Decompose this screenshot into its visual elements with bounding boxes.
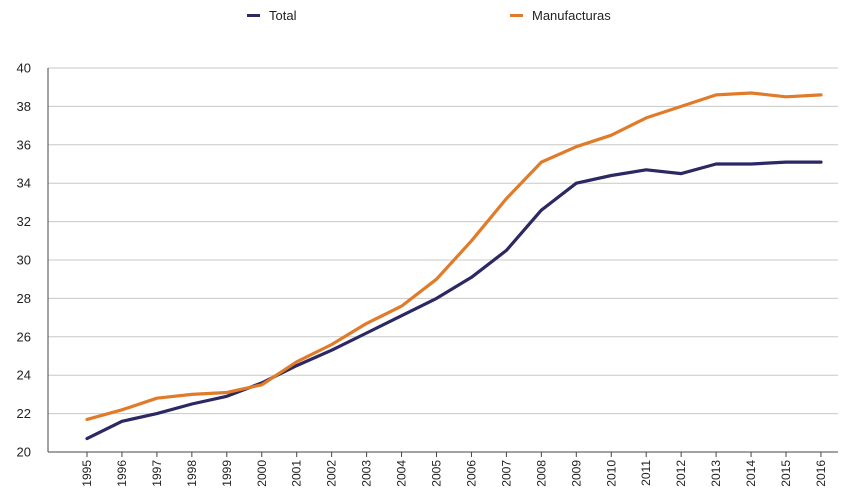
y-tick-label: 24 (17, 368, 31, 383)
y-axis-ticks: 20 22 24 26 28 30 32 34 36 38 40 (17, 61, 31, 460)
axes (47, 68, 838, 453)
legend-label-total: Total (269, 8, 297, 23)
legend-label-manufacturas: Manufacturas (532, 8, 611, 23)
y-tick-label: 40 (17, 61, 31, 76)
x-tick-label: 2005 (430, 460, 444, 487)
x-axis-ticks: 1995 1996 1997 1998 1999 2000 2001 2002 2003 2004… (80, 452, 828, 487)
legend-swatch-manufacturas (510, 14, 523, 17)
series-line-manufacturas (85, 91, 823, 421)
x-tick-label: 2011 (639, 460, 653, 486)
x-tick-label: 1996 (115, 460, 129, 487)
x-tick-label: 2007 (499, 460, 513, 487)
x-tick-label: 2002 (325, 460, 339, 487)
x-tick-label: 2000 (255, 460, 269, 487)
y-tick-label: 38 (17, 99, 31, 114)
x-tick-label: 2014 (744, 460, 758, 487)
x-tick-label: 2004 (395, 460, 409, 487)
x-tick-label: 2003 (360, 460, 374, 487)
y-tick-label: 26 (17, 329, 31, 344)
x-tick-label: 1998 (185, 460, 199, 487)
x-tick-label: 2006 (464, 460, 478, 487)
grid (48, 67, 838, 415)
series-lines (85, 91, 823, 441)
y-tick-label: 20 (17, 445, 31, 460)
series-line-total (85, 160, 823, 441)
x-tick-label: 2009 (569, 460, 583, 487)
x-tick-label: 2010 (604, 460, 618, 487)
y-tick-label: 22 (17, 406, 31, 421)
y-tick-label: 32 (17, 214, 31, 229)
x-tick-label: 2008 (534, 460, 548, 487)
legend: Total Manufacturas (0, 8, 846, 28)
y-tick-label: 30 (17, 253, 31, 268)
x-tick-label: 2016 (814, 460, 828, 487)
legend-item-manufacturas: Manufacturas (510, 8, 611, 23)
x-tick-label: 1995 (80, 460, 94, 487)
y-tick-label: 36 (17, 137, 31, 152)
x-tick-label: 1999 (220, 460, 234, 487)
y-tick-label: 34 (17, 176, 31, 191)
x-tick-label: 2001 (290, 460, 304, 487)
x-tick-label: 2012 (674, 460, 688, 487)
legend-swatch-total (247, 14, 260, 17)
x-tick-label: 2015 (779, 460, 793, 487)
x-tick-label: 2013 (709, 460, 723, 487)
x-tick-label: 1997 (150, 460, 164, 487)
legend-item-total: Total (247, 8, 296, 23)
y-tick-label: 28 (17, 291, 31, 306)
